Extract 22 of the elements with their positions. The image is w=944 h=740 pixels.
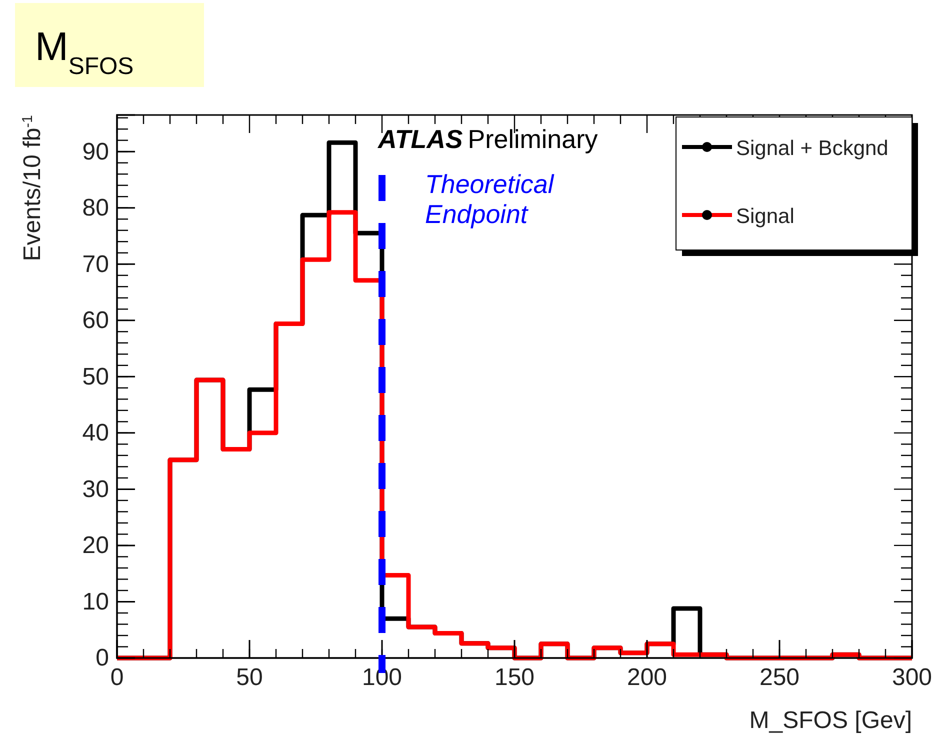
y-tick-label: 10	[82, 588, 109, 616]
legend-label: Signal + Bckgnd	[736, 137, 888, 160]
x-tick-label: 250	[759, 664, 800, 692]
y-tick-label: 70	[82, 250, 109, 278]
legend-label: Signal	[736, 205, 794, 228]
x-tick-label: 50	[236, 664, 263, 692]
y-tick-label: 60	[82, 307, 109, 334]
y-tick-label: 80	[82, 194, 109, 222]
ref-line-label: Theoretical Endpoint	[425, 169, 555, 229]
x-tick-label: 150	[494, 664, 535, 692]
chart-title: M$_{SFOS}$	[35, 25, 134, 80]
annotation: ATLAS	[377, 124, 464, 154]
y-tick-label: 30	[82, 476, 109, 503]
y-tick-label: 0	[96, 644, 109, 672]
x-tick-label: 300	[892, 664, 932, 692]
annotation: Preliminary	[468, 124, 598, 154]
y-tick-label: 40	[82, 420, 109, 447]
y-tick-label: 20	[82, 532, 109, 560]
x-tick-label: 200	[626, 664, 668, 692]
x-axis-title: M_SFOS [Gev]	[749, 707, 912, 734]
y-tick-label: 50	[82, 363, 109, 390]
y-tick-label: 90	[82, 138, 109, 166]
